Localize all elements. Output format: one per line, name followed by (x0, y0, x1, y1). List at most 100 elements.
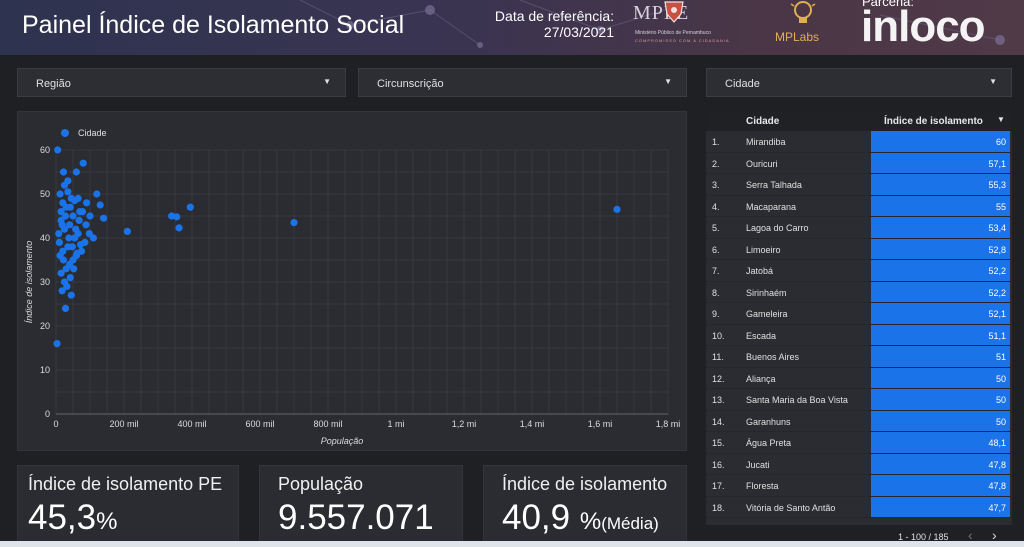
data-point[interactable] (68, 243, 76, 251)
data-point[interactable] (61, 212, 70, 220)
data-point[interactable] (58, 221, 66, 229)
table-row[interactable]: 11. Buenos Aires 51 (706, 346, 1012, 368)
data-point[interactable] (53, 340, 61, 348)
row-value: 55 (995, 201, 1006, 212)
pagination-range: 1 - 100 / 185 (898, 532, 949, 542)
data-point[interactable] (173, 213, 181, 221)
next-page-icon[interactable]: › (992, 527, 997, 543)
data-point[interactable] (70, 265, 78, 273)
network-background-graphic (299, 0, 1005, 48)
data-point[interactable] (57, 208, 65, 216)
data-point[interactable] (64, 188, 72, 196)
partner-label: Parceria: (862, 0, 915, 9)
data-point[interactable] (123, 227, 131, 235)
data-point[interactable] (69, 212, 77, 220)
data-point[interactable] (175, 224, 183, 232)
data-point[interactable] (61, 304, 70, 312)
data-point[interactable] (78, 208, 87, 216)
data-point[interactable] (290, 219, 298, 227)
table-row[interactable]: 12. Aliança 50 (706, 367, 1012, 389)
row-rank: 14. (712, 416, 725, 427)
row-city: Floresta (746, 481, 779, 491)
table-row[interactable]: 4. Macaparana 55 (706, 195, 1012, 217)
filter-cidade-dropdown[interactable]: Cidade ▼ (706, 68, 1012, 97)
table-row[interactable]: 6. Limoeiro 52,8 (706, 238, 1012, 260)
data-point[interactable] (100, 214, 108, 222)
data-point[interactable] (63, 282, 71, 290)
mplabs-logo: MPLabs (772, 0, 832, 50)
kpi-label: Índice de isolamento (502, 474, 668, 494)
data-point[interactable] (64, 177, 72, 185)
row-value-bar (871, 195, 1010, 216)
row-value: 50 (995, 395, 1006, 405)
data-point[interactable] (58, 287, 66, 295)
row-value: 52,2 (988, 266, 1006, 276)
table-row[interactable]: 7. Jatobá 52,2 (706, 260, 1012, 282)
data-point[interactable] (67, 291, 75, 299)
table-row[interactable]: 17. Floresta 47,8 (706, 475, 1012, 497)
column-header-indice[interactable]: Índice de isolamento (884, 116, 983, 127)
data-point[interactable] (66, 221, 74, 229)
table-row[interactable]: 18. Vitória de Santo Antão 47,7 (706, 496, 1012, 518)
y-tick-label: 40 (40, 233, 50, 243)
table-row[interactable]: 5. Lagoa do Carro 53,4 (706, 217, 1012, 239)
table-row[interactable]: 10. Escada 51,1 (706, 324, 1012, 346)
scatter-chart[interactable]: 0 10 20 30 40 50 60 0 200 mil 400 mil 600 mil 800 m… (18, 112, 686, 450)
data-point[interactable] (72, 225, 80, 233)
data-point[interactable] (66, 274, 74, 282)
data-point[interactable] (82, 221, 90, 229)
table-row[interactable]: 13. Santa Maria da Boa Vista 50 (706, 389, 1012, 411)
data-point[interactable] (56, 252, 64, 260)
x-tick-label: 1 mi (387, 419, 404, 429)
data-point[interactable] (89, 234, 97, 242)
table-row[interactable]: 16. Jucati 47,8 (706, 453, 1012, 475)
table-row[interactable]: 15. Água Preta 48,1 (706, 432, 1012, 454)
filter-regiao-dropdown[interactable]: Região ▼ (17, 68, 346, 97)
data-point[interactable] (76, 241, 85, 249)
data-point[interactable] (66, 203, 74, 211)
x-axis-label: População (321, 436, 364, 446)
data-point[interactable] (75, 216, 83, 224)
row-city: Aliança (746, 373, 776, 384)
table-row[interactable]: 2. Ouricuri 57,1 (706, 152, 1012, 174)
row-city: Sirinhaém (746, 287, 787, 298)
data-point[interactable] (56, 190, 64, 198)
table-row[interactable]: 8. Sirinhaém 52,2 (706, 281, 1012, 303)
data-point[interactable] (83, 199, 91, 207)
data-point[interactable] (54, 146, 62, 154)
previous-page-icon[interactable]: ‹ (968, 527, 973, 543)
data-point[interactable] (186, 203, 194, 211)
row-value: 57,1 (988, 158, 1006, 169)
row-city: Santa Maria da Boa Vista (746, 395, 848, 405)
data-point[interactable] (86, 212, 94, 220)
data-point[interactable] (96, 201, 104, 209)
row-value-bar (871, 389, 1010, 410)
data-point[interactable] (65, 234, 73, 242)
reference-date-value: 27/03/2021 (543, 24, 614, 40)
sort-caret-down-icon[interactable]: ▼ (997, 115, 1005, 124)
data-point[interactable] (79, 159, 87, 167)
data-point[interactable] (59, 199, 67, 207)
column-header-cidade[interactable]: Cidade (746, 116, 780, 127)
table-row[interactable]: 1. Mirandiba 60 (706, 131, 1012, 153)
row-city: Vitória de Santo Antão (746, 502, 836, 513)
page-title: Painel Índice de Isolamento Social (22, 11, 405, 39)
data-point[interactable] (613, 205, 621, 213)
table-row[interactable]: 3. Serra Talhada 55,3 (706, 174, 1012, 196)
row-value: 48,1 (988, 438, 1006, 448)
data-point[interactable] (74, 194, 82, 202)
data-point[interactable] (57, 269, 65, 277)
table-row[interactable]: 9. Gameleira 52,1 (706, 303, 1012, 325)
data-point[interactable] (73, 249, 81, 257)
data-point[interactable] (72, 168, 80, 176)
data-point[interactable] (59, 168, 68, 176)
data-point[interactable] (55, 230, 63, 238)
data-point[interactable] (93, 190, 101, 198)
kpi-value: 40,9 (502, 498, 571, 537)
row-value-bar (871, 174, 1010, 195)
filter-circunscricao-label: Circunscrição (377, 78, 444, 90)
data-point[interactable] (55, 238, 64, 246)
filter-circunscricao-dropdown[interactable]: Circunscrição ▼ (358, 68, 687, 97)
y-tick-label: 0 (45, 409, 50, 419)
table-row[interactable]: 14. Garanhuns 50 (706, 410, 1012, 432)
